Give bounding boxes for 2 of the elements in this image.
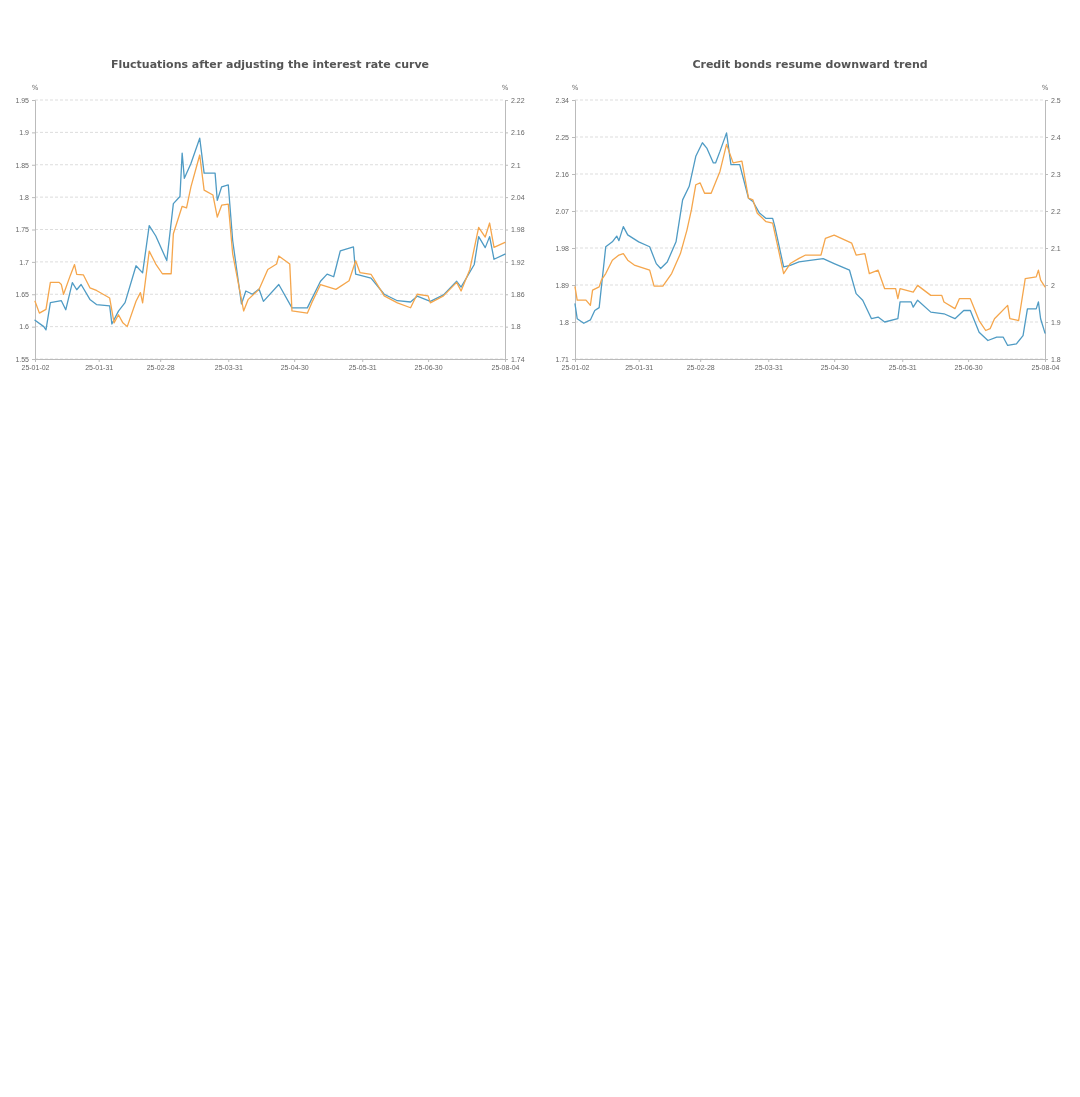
chart-title: Fluctuations after adjusting the interest rate curve [110,58,430,71]
chart-title: Credit bonds resume downward trend [692,58,928,71]
